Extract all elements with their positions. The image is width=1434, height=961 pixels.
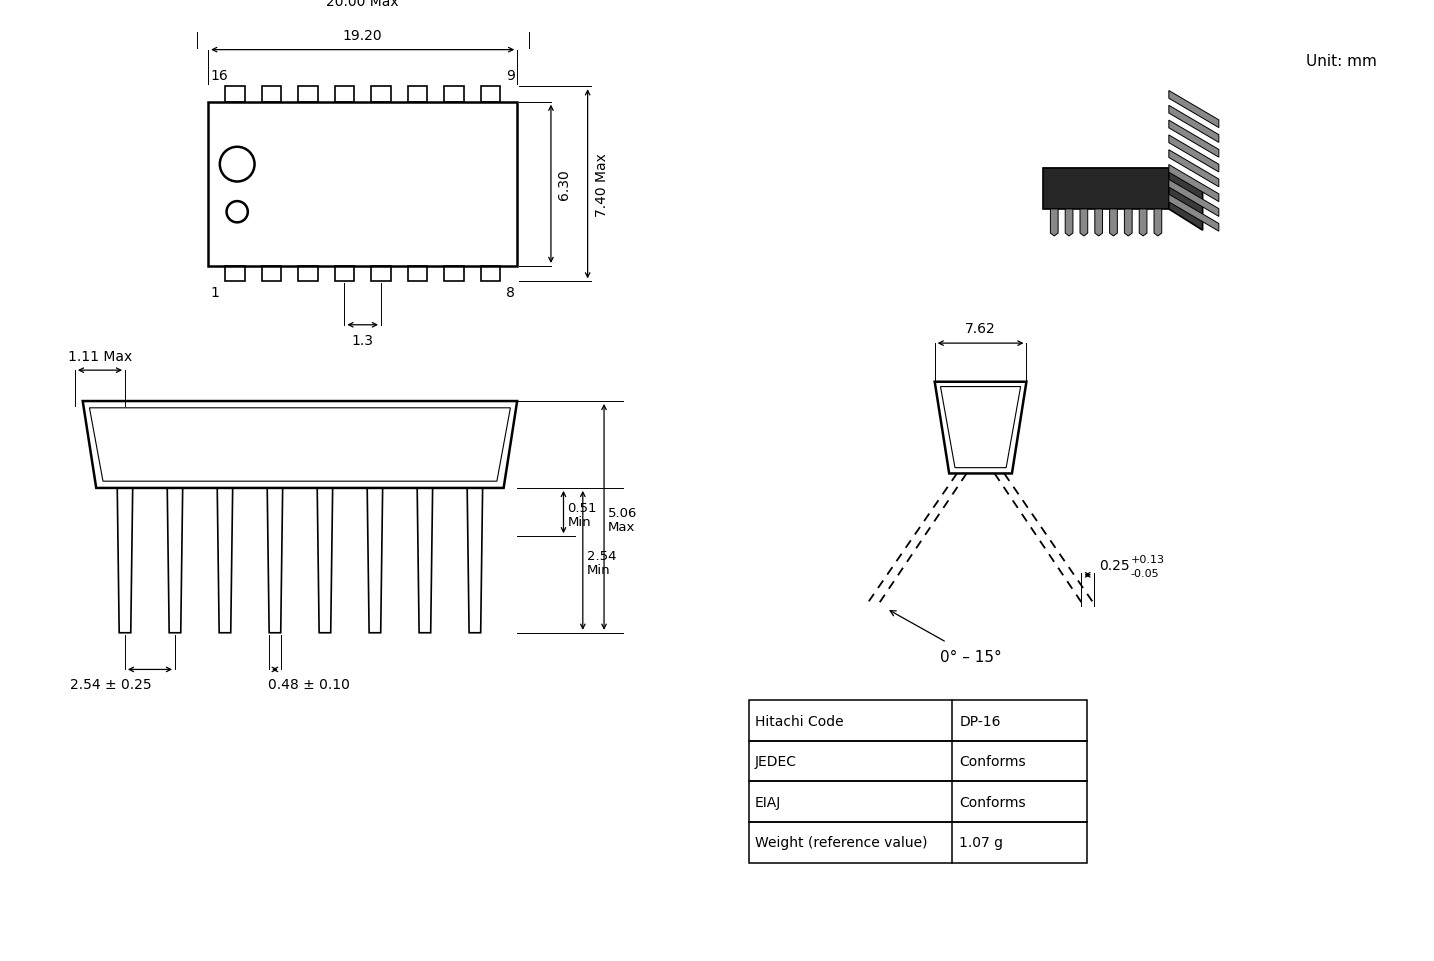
Text: 0.51: 0.51 (568, 502, 597, 514)
Text: 1.3: 1.3 (351, 333, 374, 347)
Text: Unit: mm: Unit: mm (1305, 55, 1377, 69)
Text: Min: Min (587, 564, 611, 577)
Bar (298, 87, 318, 103)
Polygon shape (1169, 169, 1203, 231)
Text: 20.00 Max: 20.00 Max (327, 0, 399, 9)
Text: 0° – 15°: 0° – 15° (941, 650, 1002, 665)
Bar (298, 266, 318, 282)
Bar (749, 781, 1087, 822)
Text: 7.62: 7.62 (965, 322, 997, 336)
Polygon shape (1169, 91, 1219, 129)
Text: Weight (reference value): Weight (reference value) (754, 835, 928, 850)
Text: 19.20: 19.20 (343, 29, 383, 43)
Polygon shape (1065, 209, 1073, 236)
Bar (262, 87, 281, 103)
Polygon shape (1124, 209, 1131, 236)
Polygon shape (1169, 121, 1219, 158)
Text: 1.11 Max: 1.11 Max (67, 350, 132, 364)
Bar (480, 266, 500, 282)
Bar (445, 266, 463, 282)
Text: 2.54 ± 0.25: 2.54 ± 0.25 (70, 678, 152, 692)
Text: 9: 9 (506, 69, 515, 84)
Polygon shape (1044, 169, 1203, 190)
Bar (749, 741, 1087, 781)
Bar (334, 266, 354, 282)
Polygon shape (1094, 209, 1103, 236)
Text: Conforms: Conforms (959, 754, 1025, 769)
Bar (225, 266, 245, 282)
Text: 16: 16 (211, 69, 228, 84)
Bar (480, 87, 500, 103)
Text: +0.13: +0.13 (1130, 554, 1164, 565)
Polygon shape (1169, 136, 1219, 173)
Bar (407, 266, 427, 282)
Bar (262, 266, 281, 282)
Text: 2.54: 2.54 (587, 550, 617, 562)
Text: 6.30: 6.30 (556, 169, 571, 200)
Polygon shape (1139, 209, 1147, 236)
Text: Max: Max (608, 521, 635, 533)
Polygon shape (1044, 169, 1169, 209)
Text: 8: 8 (506, 285, 515, 300)
Text: 1: 1 (211, 285, 219, 300)
Bar (225, 87, 245, 103)
Bar (407, 87, 427, 103)
Text: 5.06: 5.06 (608, 506, 637, 519)
Text: 0.25: 0.25 (1098, 558, 1130, 573)
Polygon shape (1169, 107, 1219, 143)
Text: 7.40 Max: 7.40 Max (595, 153, 609, 216)
Text: -0.05: -0.05 (1130, 568, 1159, 579)
Polygon shape (1169, 180, 1219, 217)
Polygon shape (1110, 209, 1117, 236)
Polygon shape (1169, 195, 1219, 232)
Text: DP-16: DP-16 (959, 714, 1001, 727)
Bar (371, 87, 390, 103)
Text: Min: Min (568, 516, 591, 529)
Text: EIAJ: EIAJ (754, 795, 782, 809)
Bar (334, 87, 354, 103)
Bar (749, 701, 1087, 741)
Text: Conforms: Conforms (959, 795, 1025, 809)
Bar (371, 266, 390, 282)
Text: Hitachi Code: Hitachi Code (754, 714, 843, 727)
Polygon shape (1169, 151, 1219, 187)
Text: 1.07 g: 1.07 g (959, 835, 1004, 850)
Polygon shape (1169, 165, 1219, 203)
Bar (445, 87, 463, 103)
Text: JEDEC: JEDEC (754, 754, 797, 769)
Polygon shape (1050, 209, 1058, 236)
Polygon shape (1154, 209, 1162, 236)
Polygon shape (1080, 209, 1088, 236)
Bar (749, 822, 1087, 863)
Text: 0.48 ± 0.10: 0.48 ± 0.10 (268, 678, 350, 692)
Bar (208, 103, 518, 266)
